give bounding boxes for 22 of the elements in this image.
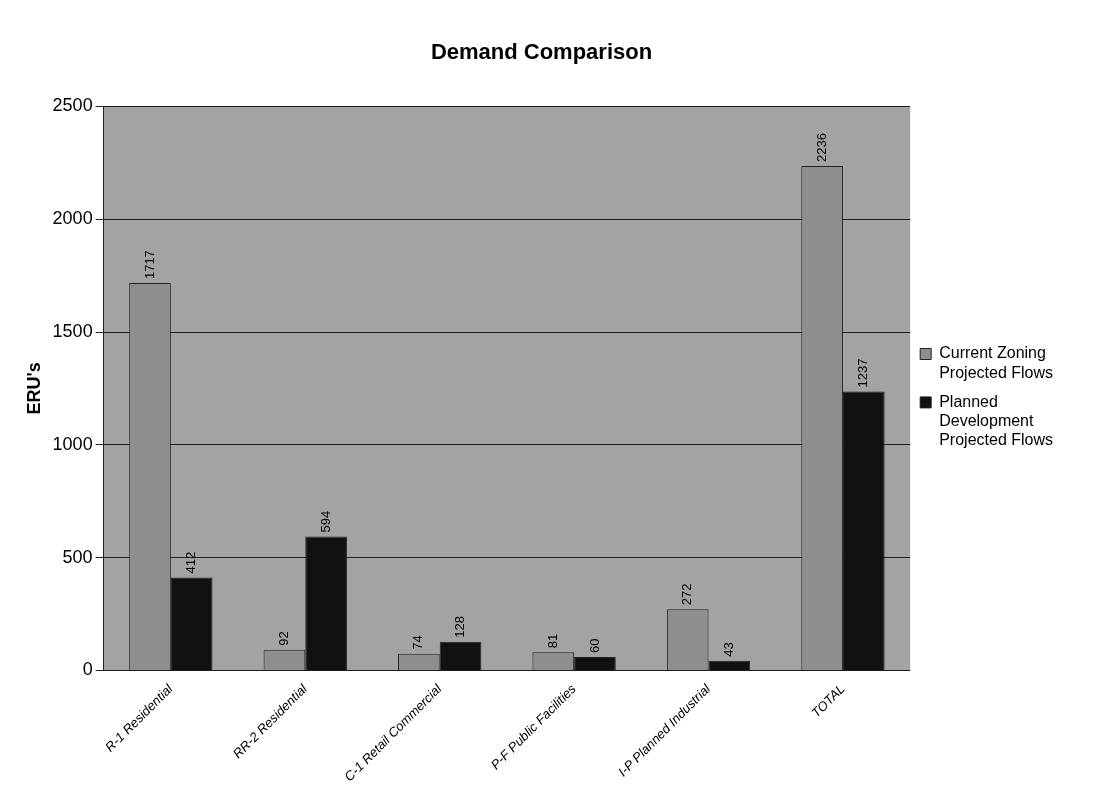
y-tick-label: 0: [82, 659, 93, 680]
data-label: 74: [410, 635, 426, 650]
y-tick-label: 2500: [52, 95, 93, 116]
chart-title: Demand Comparison: [430, 39, 653, 65]
y-tick-label: 500: [62, 546, 93, 567]
legend-label: Planned Development Projected Flows: [939, 392, 1054, 449]
data-label: 92: [276, 631, 292, 646]
y-tick-label: 1500: [52, 321, 93, 342]
data-label: 60: [586, 638, 602, 653]
data-label: 272: [679, 583, 695, 606]
legend-label: Current Zoning Projected Flows: [939, 344, 1054, 381]
data-label: 1717: [141, 250, 157, 280]
y-tick-label: 2000: [52, 208, 93, 229]
data-label: 81: [544, 633, 560, 649]
y-axis-title: ERU's: [23, 362, 44, 415]
data-label: 594: [317, 510, 333, 533]
data-label: 2236: [813, 133, 829, 162]
y-tick-label: 1000: [52, 433, 93, 454]
data-label: 1237: [855, 358, 871, 388]
data-label: 43: [720, 642, 736, 657]
data-label: 128: [452, 615, 468, 638]
data-label: 412: [183, 551, 199, 574]
